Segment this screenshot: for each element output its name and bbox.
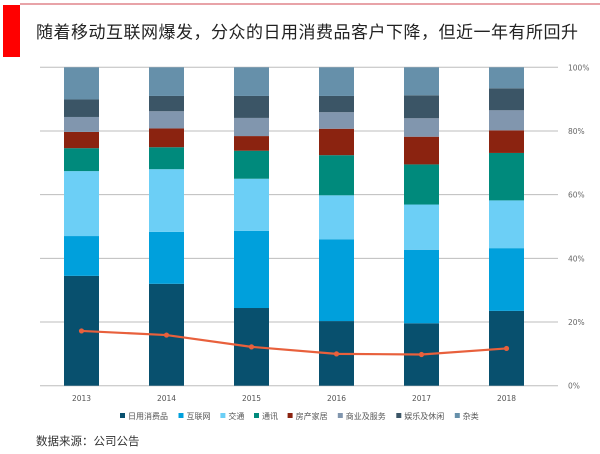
bar-segment [489,200,524,249]
y-tick-label: 100% [568,63,589,72]
bar-segment [234,178,269,231]
bar-segment [234,95,269,118]
legend-label: 杂类 [463,411,479,421]
bar-segment [319,239,354,322]
bar-segment [149,169,184,232]
legend-label: 互联网 [187,412,211,421]
data-source: 数据来源：公司公告 [36,434,140,448]
bar-segment [234,67,269,96]
legend-label: 商业及服务 [346,411,386,421]
bar-segment [64,67,99,100]
line-point [503,345,510,352]
legend-swatch [396,413,402,418]
x-tick-label: 2018 [497,394,516,403]
y-tick-label: 20% [568,318,585,327]
legend-label: 通讯 [262,411,278,421]
legend-swatch [337,413,343,418]
bar-segment [234,117,269,137]
y-tick-label: 80% [568,127,585,136]
bar-segment [489,67,524,89]
bar-segment [489,110,524,131]
x-tick-label: 2017 [412,394,431,403]
bar-segment [64,131,99,149]
x-tick-label: 2014 [157,394,176,403]
legend-swatch [454,413,460,418]
bar-segment [149,67,184,96]
bar-segment [64,99,99,117]
bar-segment [64,116,99,132]
bar-segment [404,95,439,119]
legend-label: 日用消费品 [128,411,168,421]
legend-swatch [120,413,125,418]
line-point [333,351,340,357]
bar-segment [319,95,354,113]
bar-segment [404,204,439,250]
line-point [78,328,85,334]
bar-segment [404,136,439,165]
bar-segment [489,88,524,111]
x-tick-label: 2016 [327,394,346,403]
bar-segment [149,111,184,129]
bar-segment [489,248,524,311]
line-point [163,332,170,338]
line-point [248,344,255,350]
y-tick-label: 0% [568,382,580,391]
line-series [81,329,507,356]
legend-swatch [254,413,259,418]
bar-segment [489,130,524,153]
bar-segment [149,147,184,170]
y-tick-label: 60% [568,191,585,200]
stacked-bar-chart: 0% 20% 40% 60% 80% 100% 2013 2014 2015 2016 2017 20… [40,63,589,421]
x-tick-label: 2013 [72,394,91,403]
bar-segment [404,164,439,205]
bar-segment [149,128,184,148]
bar-segment [234,230,269,309]
bar-segment [404,249,439,324]
bar-segment [319,67,354,96]
header-rule [20,3,600,5]
x-tick-label: 2015 [242,394,261,403]
legend-swatch [287,413,293,418]
bar-segment [319,112,354,129]
bar-segment [404,67,439,96]
bar-segment [404,118,439,137]
legend-label: 娱乐及休闲 [404,411,444,421]
line-point [418,351,425,358]
bar-segment [64,171,99,237]
header-accent-bar [3,5,20,57]
legend-swatch [220,413,226,418]
bar-segment [234,136,269,151]
bar-segment [234,150,269,179]
legend-label: 交通 [228,411,244,421]
bar-segment [149,95,184,112]
y-tick-label: 40% [568,254,585,263]
bar-segment [489,152,524,201]
bar-segment [64,148,99,172]
page-title: 随着移动互联网爆发，分众的日用消费品客户下降，但近一年有所回升 [36,23,579,43]
bar-segment [319,195,354,240]
bar-segment [319,155,354,196]
bar-segment [319,128,354,156]
legend-label: 房产家居 [296,411,328,421]
legend-swatch [178,413,184,418]
bar-segment [149,231,184,284]
bar-segment [64,236,99,276]
